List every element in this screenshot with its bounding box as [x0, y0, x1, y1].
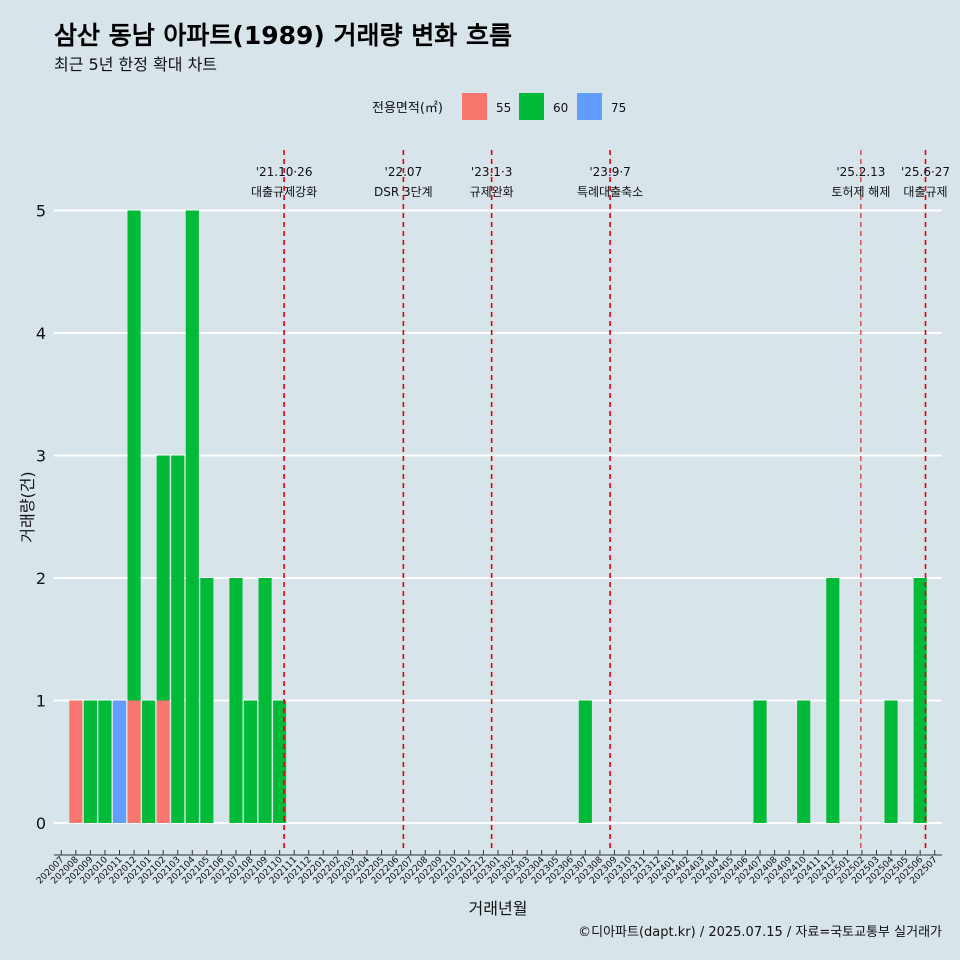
- bar-202010-60: [98, 700, 112, 823]
- event-date-label: '25.2.13: [836, 165, 885, 179]
- bar-202307-60: [578, 700, 592, 823]
- bar-202012-55: [127, 700, 141, 823]
- event-date-label: '23.9·7: [589, 165, 630, 179]
- bar-202104-60: [185, 210, 199, 823]
- bar-202412-60: [826, 578, 840, 823]
- bars-layer: [69, 210, 927, 823]
- event-desc-label: 특례대출축소: [577, 185, 643, 199]
- event-date-label: '25.6·27: [901, 165, 950, 179]
- bar-202008-55: [69, 700, 83, 823]
- bar-202110-60: [273, 700, 287, 823]
- bar-202407-60: [753, 700, 767, 823]
- y-tick-label: 5: [36, 202, 46, 221]
- event-desc-label: 대출규제: [903, 185, 947, 199]
- bar-202009-60: [83, 700, 97, 823]
- y-tick-label: 4: [36, 324, 46, 343]
- legend-label-60: 60: [553, 101, 568, 115]
- legend-key-55: [462, 93, 487, 120]
- legend-label-75: 75: [611, 101, 626, 115]
- event-date-label: '21.10·26: [256, 165, 313, 179]
- bar-202102-60: [156, 455, 170, 701]
- event-lines-layer: '21.10·26 대출규제강화 '22.07 DSR 3단계 '23.1·3 규제완화 '…: [251, 150, 950, 848]
- bar-202506-60: [913, 578, 927, 823]
- bar-202011-75: [112, 700, 127, 823]
- event-date-label: '23.1·3: [471, 165, 512, 179]
- event-desc-label: 토허제 해제: [831, 185, 890, 199]
- legend-key-60: [519, 93, 544, 120]
- bar-202108-60: [243, 700, 258, 823]
- y-axis: 0 1 2 3 4 5: [36, 202, 46, 834]
- bar-202103-60: [171, 455, 185, 823]
- event-date-label: '22.07: [385, 165, 423, 179]
- bar-202101-60: [142, 700, 156, 823]
- y-tick-label: 2: [36, 569, 46, 588]
- y-tick-label: 1: [36, 692, 46, 711]
- y-tick-label: 0: [36, 814, 46, 833]
- event-desc-label: DSR 3단계: [374, 185, 433, 199]
- legend-label-55: 55: [496, 101, 511, 115]
- bar-202504-60: [884, 700, 898, 823]
- x-axis: 2020072020082020092020102020112020122021…: [35, 850, 942, 886]
- bar-202012-60: [127, 210, 141, 701]
- legend-title: 전용면적(㎡): [372, 101, 443, 116]
- legend: 전용면적(㎡) 55 60 75: [372, 93, 626, 120]
- chart-title: 삼산 동남 아파트(1989) 거래량 변화 흐름: [54, 21, 512, 50]
- event-desc-label: 대출규제강화: [251, 185, 317, 199]
- bar-202102-55: [156, 700, 170, 823]
- legend-key-75: [577, 93, 602, 120]
- bar-202105-60: [200, 578, 214, 823]
- chart-subtitle: 최근 5년 한정 확대 차트: [54, 55, 217, 74]
- bar-202107-60: [229, 578, 243, 823]
- x-axis-title: 거래년월: [469, 899, 528, 918]
- y-tick-label: 3: [36, 447, 46, 466]
- bar-202109-60: [258, 578, 272, 823]
- y-axis-title: 거래량(건): [18, 471, 37, 542]
- bar-202410-60: [797, 700, 811, 823]
- event-desc-label: 규제완화: [470, 185, 514, 199]
- caption: ©디아파트(dapt.kr) / 2025.07.15 / 자료=국토교통부 실…: [578, 925, 942, 940]
